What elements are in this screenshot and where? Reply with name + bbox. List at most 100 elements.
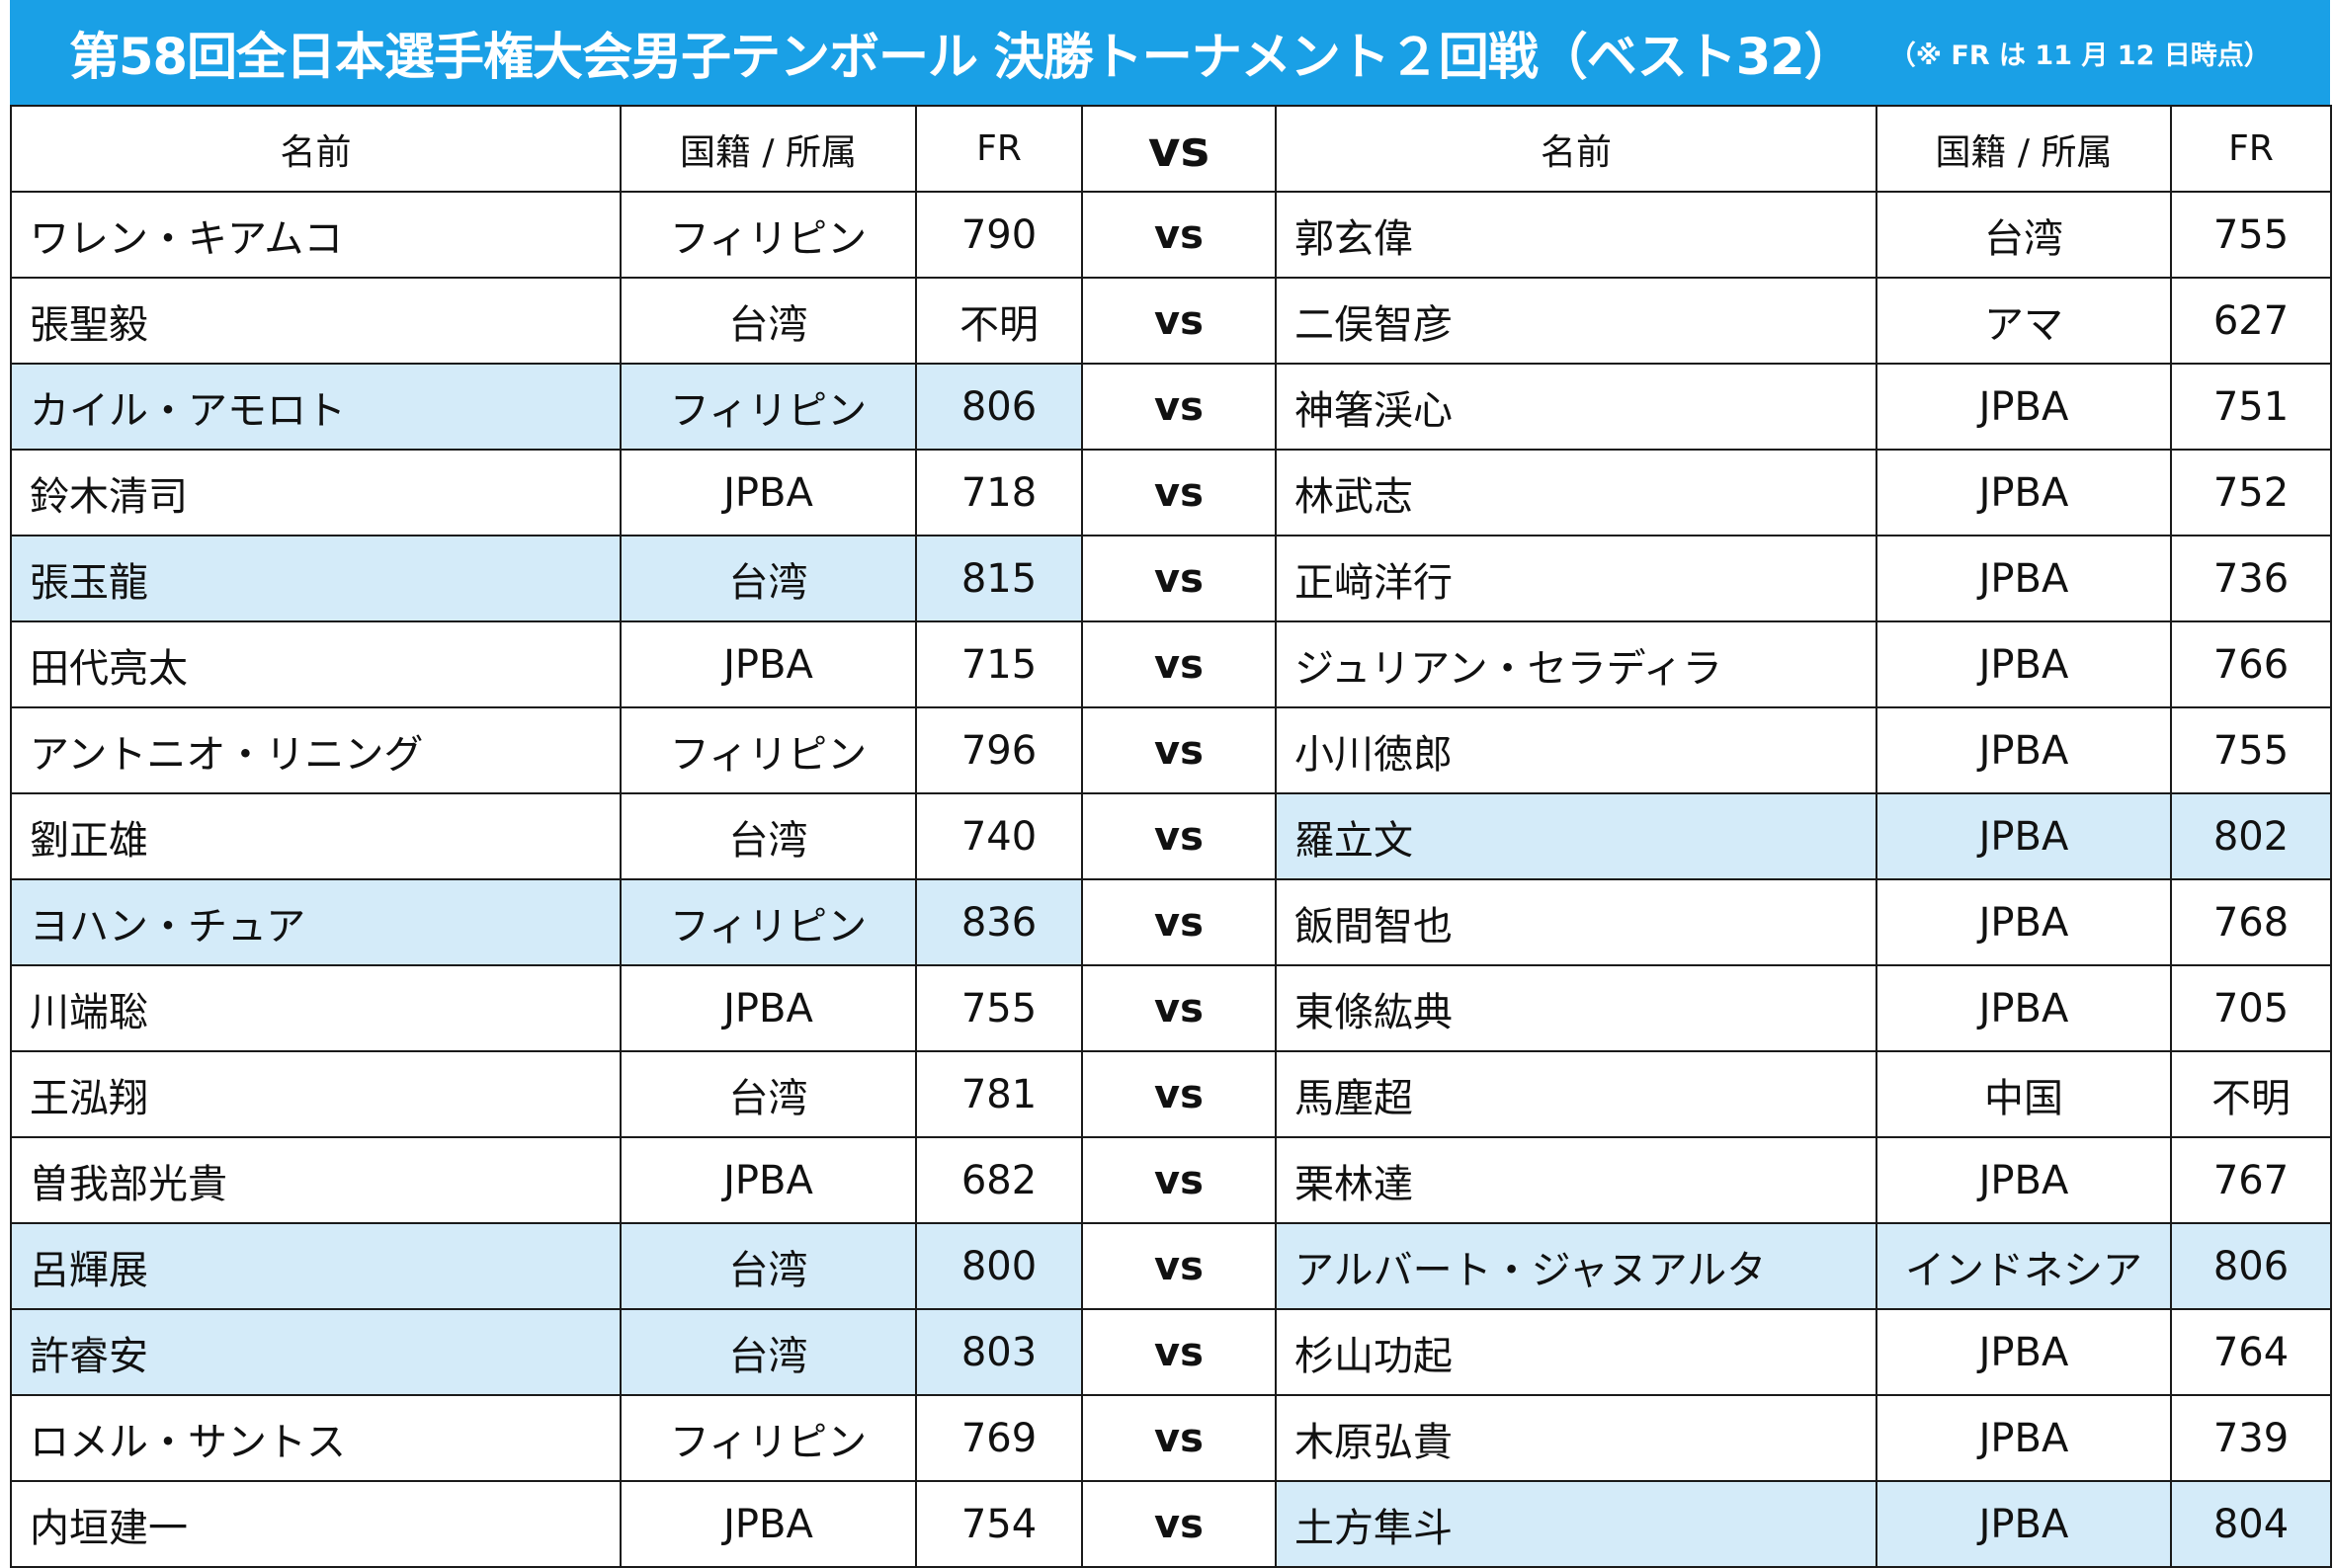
player-fr-left: 755 [915, 964, 1083, 1052]
player-name-left: ロメル・サントス [10, 1394, 622, 1482]
match-row: 曽我部光貴 JPBA 682 vs 栗林達 JPBA 767 [10, 1136, 2332, 1224]
player-name-left: 鈴木清司 [10, 449, 622, 536]
match-row: アントニオ・リニング フィリピン 796 vs 小川徳郎 JPBA 755 [10, 706, 2332, 794]
player-name-right: 郭玄偉 [1275, 191, 1877, 279]
player-affiliation-left: JPBA [620, 1480, 917, 1568]
player-affiliation-left: フィリピン [620, 706, 917, 794]
player-affiliation-left: JPBA [620, 964, 917, 1052]
player-name-left: 張聖毅 [10, 277, 622, 365]
player-affiliation-left: JPBA [620, 620, 917, 708]
player-affiliation-left: 台湾 [620, 535, 917, 622]
player-name-left: カイル・アモロト [10, 363, 622, 451]
match-row: 張玉龍 台湾 815 vs 正﨑洋行 JPBA 736 [10, 535, 2332, 622]
player-name-right: 杉山功起 [1275, 1308, 1877, 1396]
player-affiliation-left: フィリピン [620, 1394, 917, 1482]
player-fr-right: 736 [2170, 535, 2332, 622]
player-name-right: 飯間智也 [1275, 878, 1877, 966]
match-row: 張聖毅 台湾 不明 vs 二俣智彦 アマ 627 [10, 277, 2332, 365]
player-name-right: アルバート・ジャヌアルタ [1275, 1222, 1877, 1310]
player-name-left: 許睿安 [10, 1308, 622, 1396]
player-affiliation-right: 台湾 [1876, 191, 2172, 279]
player-fr-left: 796 [915, 706, 1083, 794]
player-name-left: 張玉龍 [10, 535, 622, 622]
player-affiliation-left: 台湾 [620, 792, 917, 880]
player-fr-right: 627 [2170, 277, 2332, 365]
vs-label: vs [1081, 1394, 1277, 1482]
player-name-right: 神箸渓心 [1275, 363, 1877, 451]
player-fr-right: 802 [2170, 792, 2332, 880]
vs-label: vs [1081, 191, 1277, 279]
player-fr-right: 751 [2170, 363, 2332, 451]
player-fr-right: 755 [2170, 706, 2332, 794]
vs-label: vs [1081, 1480, 1277, 1568]
player-affiliation-right: JPBA [1876, 706, 2172, 794]
title-note: （※ FR は 11 月 12 日時点） [1888, 40, 2271, 71]
header-affiliation-left: 国籍 / 所属 [620, 105, 917, 193]
vs-label: vs [1081, 1050, 1277, 1138]
player-fr-left: 715 [915, 620, 1083, 708]
vs-label: vs [1081, 878, 1277, 966]
player-affiliation-right: アマ [1876, 277, 2172, 365]
vs-label: vs [1081, 449, 1277, 536]
player-name-left: ヨハン・チュア [10, 878, 622, 966]
player-fr-right: 764 [2170, 1308, 2332, 1396]
player-affiliation-right: JPBA [1876, 535, 2172, 622]
player-affiliation-left: フィリピン [620, 363, 917, 451]
player-fr-left: 815 [915, 535, 1083, 622]
match-row: 田代亮太 JPBA 715 vs ジュリアン・セラディラ JPBA 766 [10, 620, 2332, 708]
match-row: 許睿安 台湾 803 vs 杉山功起 JPBA 764 [10, 1308, 2332, 1396]
page-title: 第58回全日本選手権大会男子テンボール 決勝トーナメント２回戦（ベスト32） [69, 29, 1855, 87]
player-name-left: アントニオ・リニング [10, 706, 622, 794]
match-row: 内垣建一 JPBA 754 vs 土方隼斗 JPBA 804 [10, 1480, 2332, 1568]
vs-label: vs [1081, 1136, 1277, 1224]
match-row: カイル・アモロト フィリピン 806 vs 神箸渓心 JPBA 751 [10, 363, 2332, 451]
player-name-right: 二俣智彦 [1275, 277, 1877, 365]
player-affiliation-right: JPBA [1876, 1308, 2172, 1396]
match-row: 呂輝展 台湾 800 vs アルバート・ジャヌアルタ インドネシア 806 [10, 1222, 2332, 1310]
match-row: ワレン・キアムコ フィリピン 790 vs 郭玄偉 台湾 755 [10, 191, 2332, 279]
player-fr-left: 682 [915, 1136, 1083, 1224]
match-row: ヨハン・チュア フィリピン 836 vs 飯間智也 JPBA 768 [10, 878, 2332, 966]
player-fr-right: 705 [2170, 964, 2332, 1052]
player-affiliation-right: JPBA [1876, 1394, 2172, 1482]
header-fr-left: FR [915, 105, 1083, 193]
player-fr-right: 806 [2170, 1222, 2332, 1310]
player-fr-right: 768 [2170, 878, 2332, 966]
player-name-left: 劉正雄 [10, 792, 622, 880]
player-name-left: ワレン・キアムコ [10, 191, 622, 279]
player-fr-right: 766 [2170, 620, 2332, 708]
player-fr-right: 752 [2170, 449, 2332, 536]
player-name-right: ジュリアン・セラディラ [1275, 620, 1877, 708]
player-fr-left: 781 [915, 1050, 1083, 1138]
vs-label: vs [1081, 964, 1277, 1052]
player-affiliation-left: JPBA [620, 449, 917, 536]
player-affiliation-right: JPBA [1876, 620, 2172, 708]
player-fr-left: 769 [915, 1394, 1083, 1482]
vs-label: vs [1081, 620, 1277, 708]
match-row: 川端聡 JPBA 755 vs 東條紘典 JPBA 705 [10, 964, 2332, 1052]
player-affiliation-left: フィリピン [620, 191, 917, 279]
player-name-right: 東條紘典 [1275, 964, 1877, 1052]
header-row: 名前 国籍 / 所属 FR vs 名前 国籍 / 所属 FR [10, 105, 2332, 193]
player-affiliation-right: JPBA [1876, 878, 2172, 966]
player-affiliation-left: フィリピン [620, 878, 917, 966]
player-fr-right: 755 [2170, 191, 2332, 279]
player-name-right: 土方隼斗 [1275, 1480, 1877, 1568]
player-name-left: 田代亮太 [10, 620, 622, 708]
player-name-right: 小川徳郎 [1275, 706, 1877, 794]
player-name-right: 栗林達 [1275, 1136, 1877, 1224]
player-fr-right: 不明 [2170, 1050, 2332, 1138]
header-affiliation-right: 国籍 / 所属 [1876, 105, 2172, 193]
player-fr-left: 800 [915, 1222, 1083, 1310]
player-fr-left: 754 [915, 1480, 1083, 1568]
header-fr-right: FR [2170, 105, 2332, 193]
player-fr-left: 718 [915, 449, 1083, 536]
match-row: ロメル・サントス フィリピン 769 vs 木原弘貴 JPBA 739 [10, 1394, 2332, 1482]
player-fr-left: 790 [915, 191, 1083, 279]
match-row: 鈴木清司 JPBA 718 vs 林武志 JPBA 752 [10, 449, 2332, 536]
vs-label: vs [1081, 363, 1277, 451]
title-banner: 第58回全日本選手権大会男子テンボール 決勝トーナメント２回戦（ベスト32） （… [10, 0, 2330, 105]
player-affiliation-left: 台湾 [620, 1308, 917, 1396]
player-fr-right: 767 [2170, 1136, 2332, 1224]
player-name-right: 正﨑洋行 [1275, 535, 1877, 622]
